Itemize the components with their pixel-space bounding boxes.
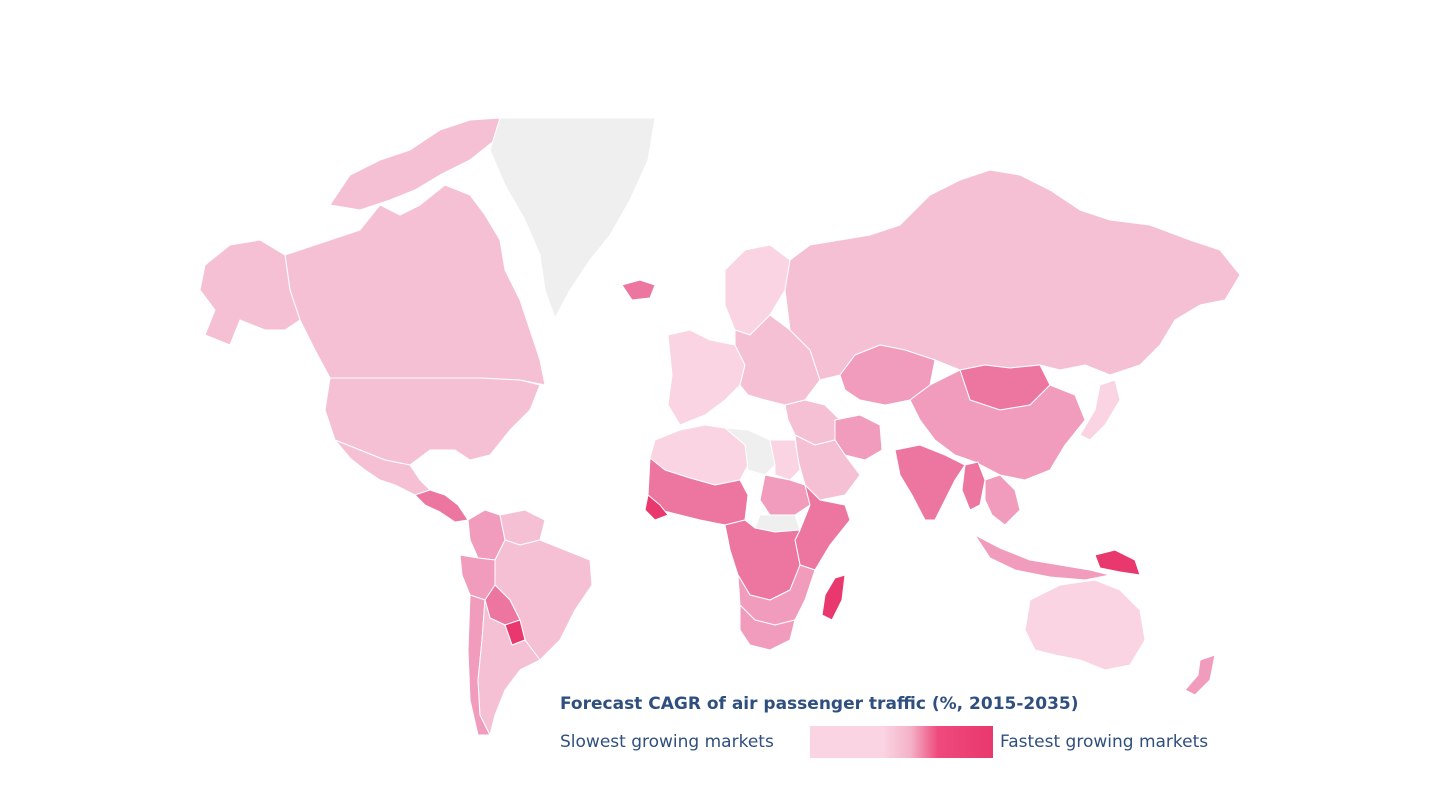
map-region-middle-east [784, 399, 841, 446]
map-region-myanmar [961, 461, 986, 511]
map-region-madagascar [821, 574, 846, 621]
map-region-alaska [199, 239, 301, 346]
legend-gradient-bar [810, 726, 993, 758]
map-region-western-europe [667, 329, 746, 426]
map-region-guinea [644, 494, 669, 521]
map-region-india [894, 444, 966, 521]
legend-low-label: Slowest growing markets [560, 732, 774, 752]
map-region-new-zealand [1184, 654, 1216, 696]
map-region-iceland [621, 279, 656, 301]
map-region-indonesia [974, 534, 1111, 581]
map-region-libya [724, 427, 776, 476]
map-region-papua-new-guinea [1094, 549, 1141, 576]
legend-title: Forecast CAGR of air passenger traffic (… [560, 694, 1079, 714]
map-region-canada [284, 184, 546, 386]
map-region-australia [1024, 579, 1146, 671]
map-region-canada-arctic-islands [329, 117, 501, 211]
map-region-japan [1079, 379, 1121, 441]
map-region-china [909, 369, 1086, 481]
legend-high-label: Fastest growing markets [1000, 732, 1209, 752]
map-legend: Forecast CAGR of air passenger traffic (… [560, 694, 1260, 766]
map-region-argentina [477, 599, 541, 736]
map-region-saudi-arabia [794, 434, 861, 501]
map-region-scandinavia [724, 244, 791, 336]
map-region-egypt [769, 439, 801, 481]
map-region-venezuela [499, 509, 546, 546]
map-region-central-africa [724, 519, 801, 601]
map-region-sudan [759, 474, 811, 516]
map-region-greenland [489, 117, 656, 319]
map-region-central-america [414, 489, 469, 523]
map-region-south-africa [739, 604, 796, 651]
map-region-russia [784, 169, 1241, 381]
map-region-southeast-asia [984, 474, 1021, 526]
